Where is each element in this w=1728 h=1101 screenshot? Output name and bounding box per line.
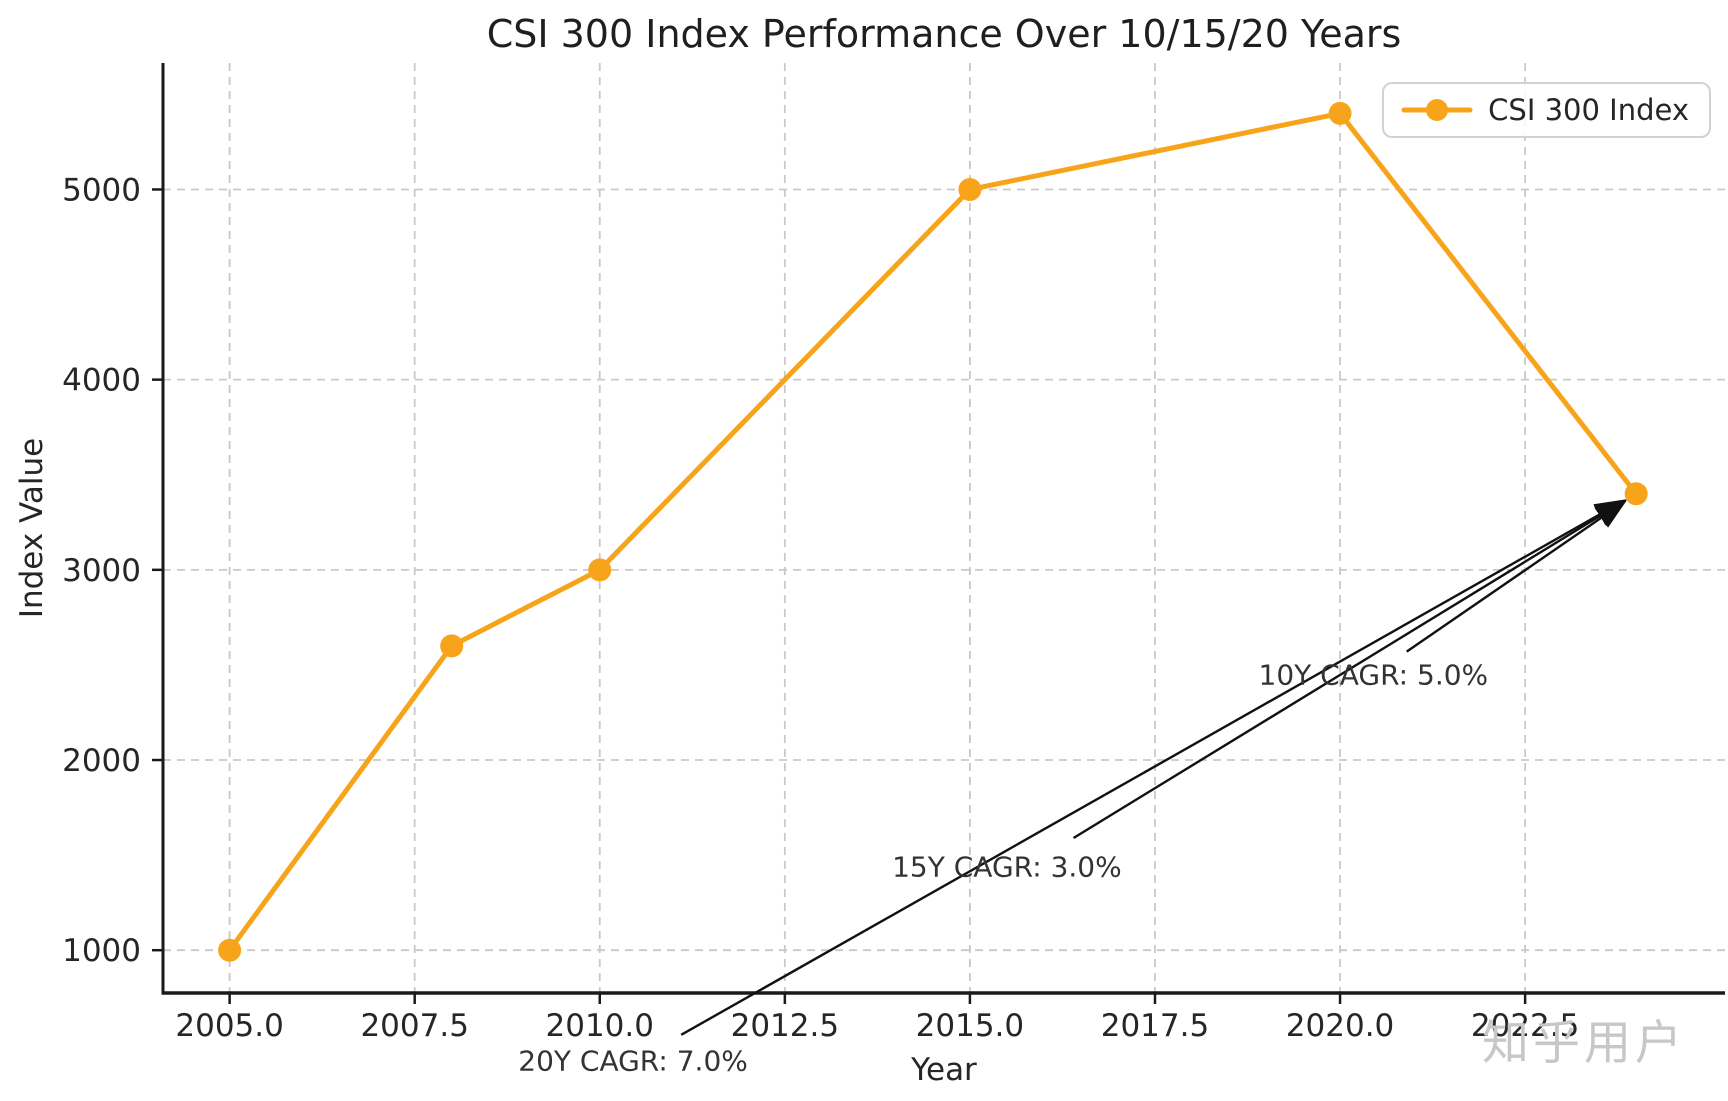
legend-label: CSI 300 Index	[1488, 93, 1689, 127]
y-tick-label: 1000	[62, 933, 141, 969]
data-point-marker	[1624, 482, 1648, 506]
x-tick-label: 2020.0	[1286, 1008, 1394, 1044]
x-tick-label: 2022.5	[1471, 1008, 1579, 1044]
data-point-marker	[440, 634, 464, 658]
x-tick-label: 2017.5	[1101, 1008, 1209, 1044]
y-tick-label: 3000	[62, 553, 141, 589]
data-point-marker	[588, 558, 612, 582]
y-tick-label: 2000	[62, 743, 141, 779]
legend-line-marker-icon	[1401, 99, 1473, 121]
annotation-label: 20Y CAGR: 7.0%	[518, 1045, 748, 1078]
y-tick-label: 5000	[62, 172, 141, 208]
annotation-label: 15Y CAGR: 3.0%	[892, 851, 1122, 884]
annotation-arrow	[680, 499, 1627, 1036]
x-tick-label: 2007.5	[360, 1008, 468, 1044]
x-axis-label: Year	[911, 1052, 977, 1088]
series-line	[227, 110, 1639, 953]
data-point-marker	[958, 177, 982, 201]
x-tick-label: 2005.0	[175, 1008, 283, 1044]
legend: CSI 300 Index	[1382, 82, 1711, 138]
y-tick-label: 4000	[62, 363, 141, 399]
annotation-arrow	[1072, 499, 1627, 840]
x-tick-label: 2015.0	[916, 1008, 1024, 1044]
annotation-label: 10Y CAGR: 5.0%	[1259, 658, 1489, 691]
y-axis-label: Index Value	[14, 437, 50, 619]
annotation-arrow	[1405, 500, 1627, 653]
watermark: 知乎用户	[1482, 1016, 1686, 1071]
x-tick-label: 2010.0	[546, 1008, 654, 1044]
data-point-marker	[1328, 101, 1352, 125]
x-tick-label: 2012.5	[731, 1008, 839, 1044]
data-point-marker	[218, 938, 242, 962]
chart-title: CSI 300 Index Performance Over 10/15/20 …	[486, 12, 1402, 56]
